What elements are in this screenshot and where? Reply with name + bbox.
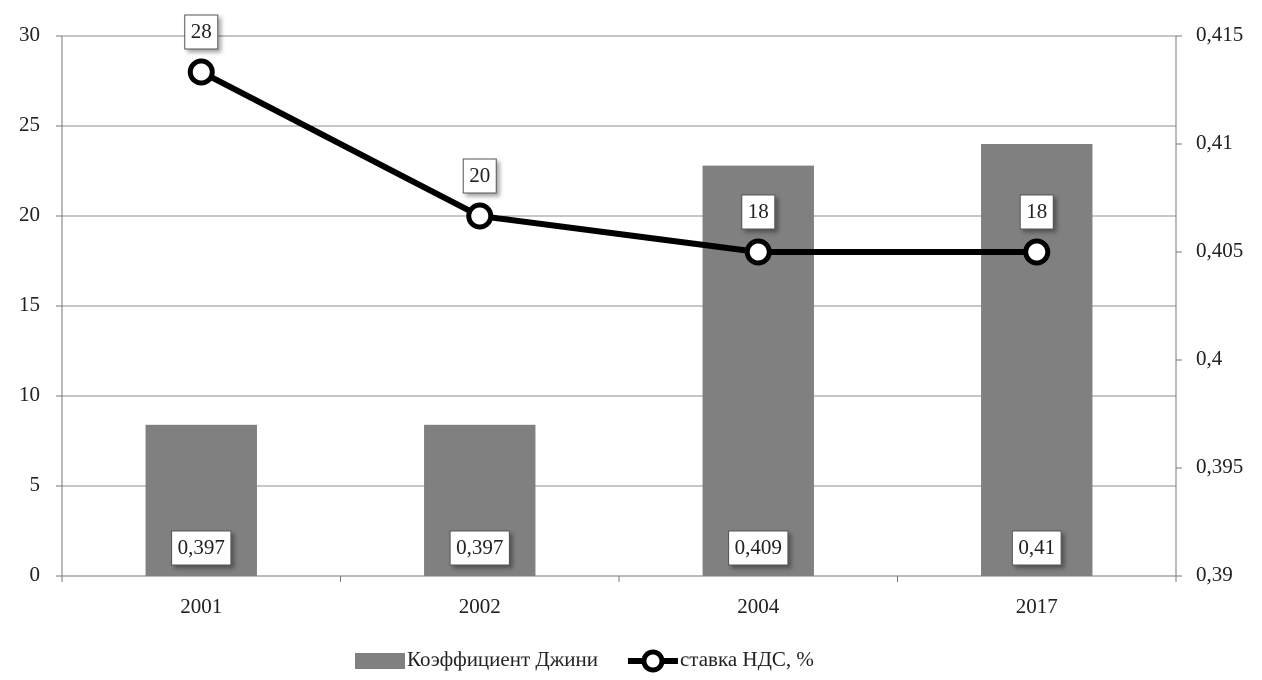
legend-swatch	[355, 653, 405, 669]
bar-label-box	[449, 530, 510, 566]
y-tick-label: 0	[30, 562, 41, 586]
y2-tick-label: 0,41	[1196, 130, 1233, 154]
bar	[702, 165, 814, 576]
line-label-box	[462, 158, 497, 194]
line-label: 20	[462, 158, 497, 194]
x-tick-label: 2017	[1016, 594, 1058, 618]
line-label: 28	[184, 14, 219, 50]
bar-label-box	[171, 530, 232, 566]
bar-label-text: 0,409	[735, 535, 782, 559]
line-marker	[466, 202, 494, 230]
line-label-text: 18	[748, 199, 769, 223]
line-label-text: 18	[1026, 199, 1047, 223]
y2-tick-label: 0,4	[1196, 346, 1223, 370]
y2-tick-label: 0,39	[1196, 562, 1233, 586]
line-label-text: 20	[469, 163, 490, 187]
x-tick-label: 2001	[180, 594, 222, 618]
line-marker	[1023, 238, 1051, 266]
y-tick-label: 10	[19, 382, 40, 406]
x-tick-label: 2004	[737, 594, 780, 618]
line-label: 18	[741, 194, 776, 230]
y-tick-label: 20	[19, 202, 40, 226]
x-tick-label: 2002	[459, 594, 501, 618]
y-tick-label: 25	[19, 112, 40, 136]
legend-label: ставка НДС, %	[680, 647, 814, 671]
bar-label-box	[728, 530, 789, 566]
line	[199, 69, 1037, 255]
line-label-box	[741, 194, 776, 230]
bar-label: 0,41	[1011, 530, 1062, 566]
bar-label-text: 0,41	[1018, 535, 1055, 559]
bar-label-box	[1011, 530, 1062, 566]
bar-label: 0,397	[449, 530, 510, 566]
bar-label: 0,397	[171, 530, 232, 566]
bar-label-text: 0,397	[456, 535, 503, 559]
bar-label: 0,409	[728, 530, 789, 566]
line-marker	[187, 58, 215, 86]
line-label-box	[1019, 194, 1054, 230]
line-label: 18	[1019, 194, 1054, 230]
line-marker	[744, 238, 772, 266]
line-label-box	[184, 14, 219, 50]
y-tick-label: 15	[19, 292, 40, 316]
y2-tick-label: 0,415	[1196, 22, 1243, 46]
legend-marker	[641, 649, 665, 673]
y2-tick-label: 0,395	[1196, 454, 1243, 478]
y-tick-label: 30	[19, 22, 40, 46]
bar-label-text: 0,397	[178, 535, 225, 559]
legend-label: Коэффициент Джини	[407, 647, 598, 671]
line-label-text: 28	[191, 19, 212, 43]
y-tick-label: 5	[30, 472, 41, 496]
y2-tick-label: 0,405	[1196, 238, 1243, 262]
